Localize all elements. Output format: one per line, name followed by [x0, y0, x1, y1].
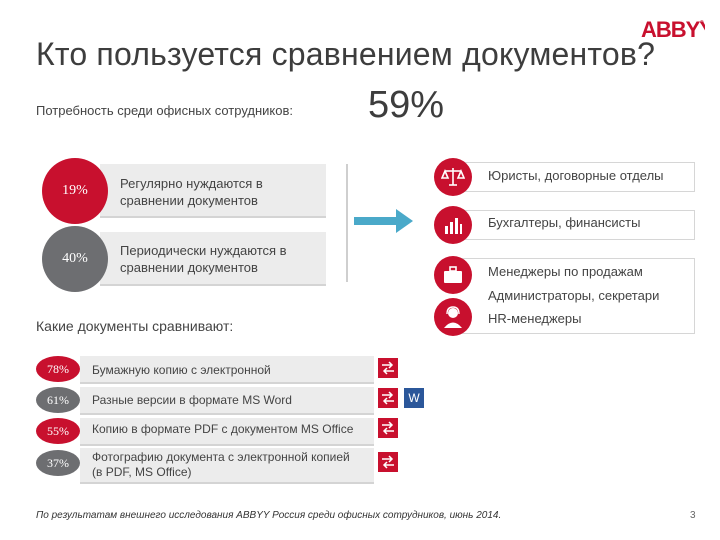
role-box-accountants: [456, 210, 695, 240]
divider-line: [346, 164, 348, 282]
doc-bar: [80, 418, 374, 446]
role-label-hr: HR-менеджеры: [488, 311, 582, 326]
footer-source: По результатам внешнего исследования ABB…: [36, 510, 502, 521]
doc-percent: 55%: [36, 418, 80, 444]
need-label-line: Регулярно нуждаются в: [120, 176, 263, 191]
headset-person-icon: [434, 298, 472, 336]
role-box-lawyers: [456, 162, 695, 192]
briefcase-icon: [434, 256, 472, 294]
compare-icon: [378, 358, 398, 378]
scales-icon: [434, 158, 472, 196]
doc-bar: [80, 387, 374, 415]
doc-label: Разные версии в формате MS Word: [92, 393, 292, 407]
svg-text:ABBYY: ABBYY: [641, 17, 705, 42]
need-label-line: сравнении документов: [120, 193, 258, 208]
ms-word-icon: W: [404, 388, 424, 408]
bar-chart-icon: [434, 206, 472, 244]
doc-label: Копию в формате PDF с документом MS Offi…: [92, 422, 354, 436]
role-label-sales: Менеджеры по продажам: [488, 264, 643, 279]
role-label-admins: Администраторы, секретари: [488, 288, 660, 303]
subtitle: Потребность среди офисных сотрудников:: [36, 103, 294, 118]
page-title: Кто пользуется сравнением документов?: [36, 36, 656, 72]
abbyy-logo: ABBYY ®: [641, 17, 705, 42]
need-label-periodic: Периодически нуждаются в сравнении докум…: [120, 242, 287, 276]
need-label-regular: Регулярно нуждаются в сравнении документ…: [120, 175, 263, 209]
doc-label-line: Фотографию документа с электронной копие…: [92, 450, 350, 464]
docs-title: Какие документы сравнивают:: [36, 318, 234, 334]
doc-bar: [80, 448, 374, 484]
compare-icon: [378, 388, 398, 408]
need-label-line: сравнении документов: [120, 260, 258, 275]
need-bar-periodic: [100, 232, 326, 286]
doc-percent: 37%: [36, 450, 80, 476]
doc-percent: 61%: [36, 387, 80, 413]
page-number: 3: [690, 510, 696, 521]
total-percent: 59%: [368, 84, 445, 126]
doc-label: Фотографию документа с электронной копие…: [92, 450, 350, 480]
compare-icon: [378, 452, 398, 472]
role-label-lawyers: Юристы, договорные отделы: [488, 168, 664, 183]
role-box-managers: [456, 258, 695, 334]
doc-label-line: (в PDF, MS Office): [92, 465, 192, 479]
need-percent-periodic: 40%: [42, 226, 108, 292]
svg-text:®: ®: [700, 19, 704, 26]
need-label-line: Периодически нуждаются в: [120, 243, 287, 258]
need-percent-regular: 19%: [42, 158, 108, 224]
role-label-accountants: Бухгалтеры, финансисты: [488, 215, 641, 230]
doc-percent: 78%: [36, 356, 80, 382]
need-bar-regular: [100, 164, 326, 218]
arrow-right-icon: [354, 209, 413, 233]
compare-icon: [378, 418, 398, 438]
doc-label: Бумажную копию с электронной: [92, 363, 271, 377]
doc-bar: [80, 356, 374, 384]
